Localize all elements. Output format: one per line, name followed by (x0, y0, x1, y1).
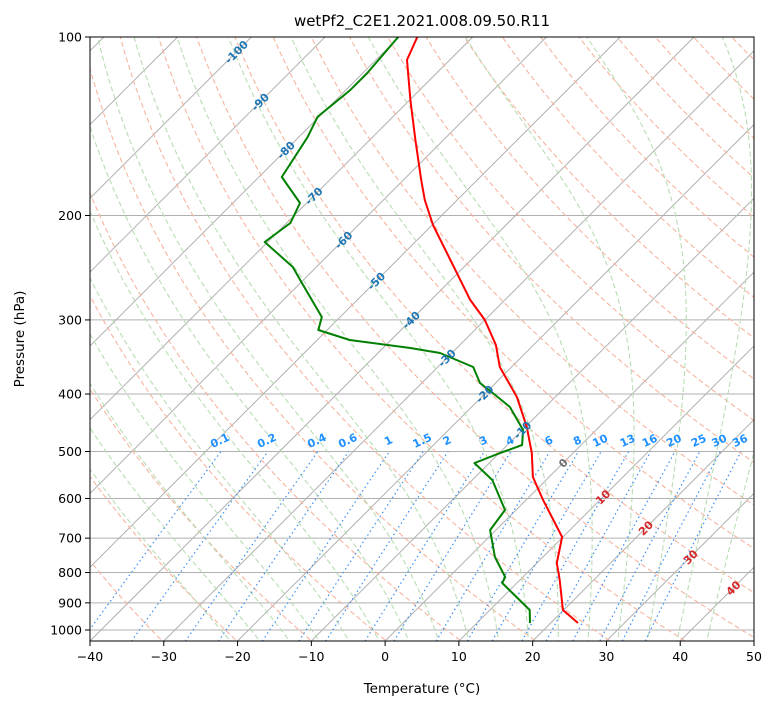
isotherm-line (385, 37, 775, 641)
chart-title: wetPf2_C2E1.2021.008.09.50.R11 (294, 12, 550, 31)
plot-frame (90, 37, 754, 641)
isotherm-line (0, 37, 251, 641)
mixing-ratio-label: 25 (689, 432, 708, 450)
x-tick-label: 20 (525, 649, 541, 664)
x-tick-label: 10 (451, 649, 467, 664)
mixing-ratio-label: 0.6 (336, 431, 359, 451)
isotherm-line (533, 37, 775, 641)
mixing-ratio-line (571, 452, 675, 646)
mixing-ratio-label: 0.4 (305, 431, 328, 451)
dry-adiabat-line (493, 24, 775, 645)
moist-adiabat-line (177, 37, 499, 645)
dry-adiabat-line (456, 24, 775, 645)
dry-adiabat-line (644, 24, 775, 645)
isotherm-label: 40 (724, 578, 744, 598)
mixing-ratio-label: 10 (591, 432, 611, 450)
dry-adiabat-line (192, 24, 766, 645)
y-tick-label: 900 (58, 595, 82, 610)
y-tick-label: 400 (58, 387, 82, 402)
dry-adiabat-line (380, 24, 775, 645)
mixing-ratio-label: 36 (730, 432, 750, 450)
dry-adiabat-line (569, 24, 775, 645)
x-tick-label: −40 (77, 649, 103, 664)
x-tick-label: −30 (151, 649, 177, 664)
isotherm-label: 0 (556, 456, 571, 471)
dry-adiabat-line (418, 24, 775, 645)
dry-adiabat-line (757, 24, 775, 645)
moist-adiabat-line (587, 37, 687, 645)
moist-adiabat-line (134, 37, 470, 645)
x-tick-label: 0 (381, 649, 389, 664)
dry-adiabat-line (531, 24, 775, 645)
mixing-ratio-label: 20 (664, 432, 684, 450)
mixing-ratio-label: 3 (477, 433, 489, 448)
mixing-ratio-line (363, 452, 485, 646)
mixing-ratio-label: 0.1 (208, 431, 231, 451)
isotherm-line (0, 37, 325, 641)
mixing-ratio-label: 2 (441, 433, 453, 448)
isotherm-label: 30 (681, 547, 701, 567)
moist-adiabat-line (0, 37, 234, 645)
mixing-ratio-label: 8 (571, 433, 583, 448)
isotherm-line (164, 37, 768, 641)
line-labels: -100-90-80-70-60-50-40-30-20-10010203040… (208, 38, 750, 599)
moist-adiabat-line (706, 37, 775, 645)
mixing-ratio-line (465, 452, 578, 646)
dry-adiabat-line (117, 24, 617, 645)
mixing-ratio-line (216, 452, 349, 646)
mixing-ratio-line (79, 452, 222, 646)
mixing-ratio-label: 16 (640, 432, 660, 450)
isotherm-line (0, 37, 546, 641)
isotherm-label: -60 (332, 228, 355, 251)
moist-adiabat-line (14, 37, 352, 645)
y-axis-label: Pressure (hPa) (12, 291, 28, 388)
moist-adiabat-line (0, 37, 293, 645)
x-axis-label: Temperature (°C) (363, 681, 481, 697)
dry-adiabat-line (79, 24, 541, 645)
mixing-ratio-label: 0.2 (255, 431, 278, 451)
y-tick-label: 200 (58, 208, 82, 223)
mixing-ratio-line (323, 452, 448, 646)
dry-adiabat-line (0, 24, 316, 645)
y-tick-label: 600 (58, 491, 82, 506)
y-tick-label: 100 (58, 30, 82, 45)
y-tick-label: 800 (58, 565, 82, 580)
dry-adiabat-line (155, 24, 692, 645)
mixing-ratio-line (598, 452, 700, 646)
isotherm-label: -100 (222, 38, 251, 67)
mixing-ratio-label: 1 (382, 433, 394, 448)
x-tick-label: 50 (746, 649, 762, 664)
y-tick-label: 500 (58, 444, 82, 459)
isotherm-label: -50 (365, 269, 388, 292)
background-lines (0, 24, 775, 645)
isotherm-line (754, 37, 775, 641)
isotherm-line (90, 37, 694, 641)
y-tick-label: 1000 (50, 623, 82, 638)
dry-adiabat-line (719, 24, 775, 645)
moist-adiabat-line (0, 37, 322, 645)
moist-adiabat-line (0, 37, 263, 645)
isotherm-label: -10 (511, 418, 534, 441)
mixing-ratio-label: 6 (543, 433, 556, 448)
x-tick-label: 30 (598, 649, 614, 664)
x-tick-label: 40 (672, 649, 688, 664)
y-tick-label: 300 (58, 312, 82, 327)
moist-adiabat-line (98, 37, 441, 645)
isotherm-line (459, 37, 775, 641)
moist-adiabat-line (228, 37, 528, 645)
x-tick-label: −20 (224, 649, 250, 664)
x-tick-label: −10 (298, 649, 324, 664)
isotherm-line (16, 37, 620, 641)
y-tick-label: 700 (58, 531, 82, 546)
